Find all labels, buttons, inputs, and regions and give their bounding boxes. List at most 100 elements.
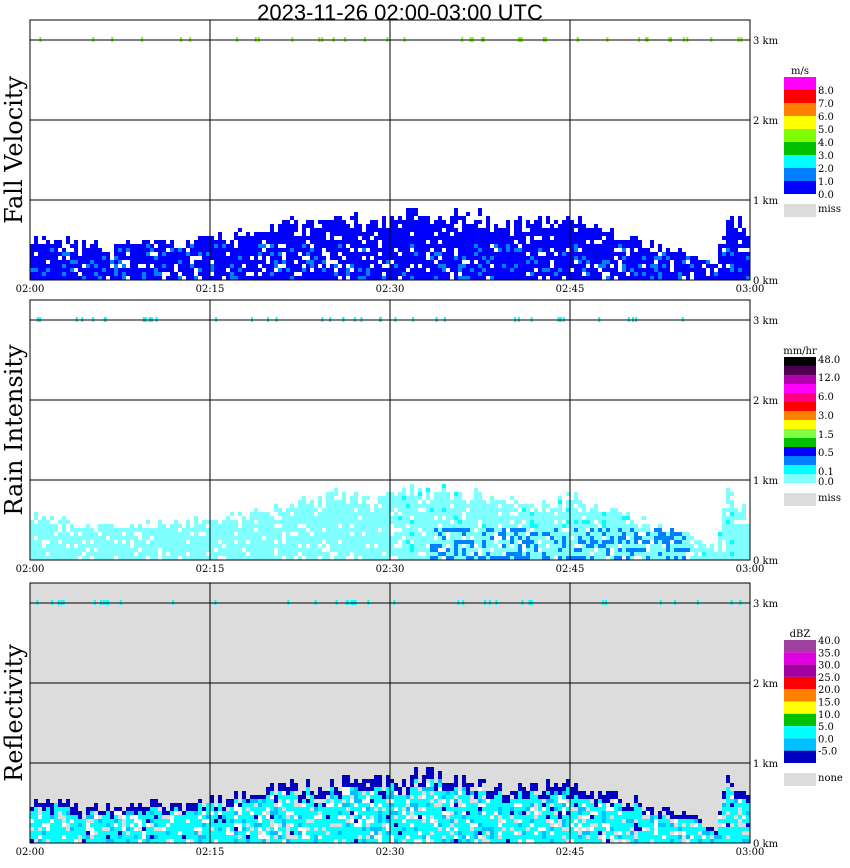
- heatmap-cell: [254, 827, 258, 831]
- heatmap-cell: [414, 208, 418, 212]
- heatmap-cell: [394, 532, 398, 536]
- heatmap-cell: [470, 268, 474, 272]
- heatmap-cell: [230, 248, 234, 252]
- heatmap-cell: [614, 520, 618, 524]
- heatmap-cell: [390, 236, 394, 240]
- heatmap-cell: [570, 544, 574, 548]
- heatmap-cell: [374, 260, 378, 264]
- heatmap-cell: [342, 520, 346, 524]
- heatmap-cell: [414, 536, 418, 540]
- heatmap-cell: [662, 256, 666, 260]
- heatmap-cell: [334, 536, 338, 540]
- heatmap-cell: [454, 276, 458, 280]
- heatmap-cell: [418, 248, 422, 252]
- heatmap-cell: [622, 240, 626, 244]
- heatmap-cell: [406, 520, 410, 524]
- heatmap-cell: [134, 823, 138, 827]
- heatmap-cell: [562, 524, 566, 528]
- heatmap-cell: [366, 536, 370, 540]
- heatmap-cell: [50, 552, 54, 556]
- heatmap-cell: [470, 504, 474, 508]
- heatmap-cell: [458, 264, 462, 268]
- heatmap-cell: [366, 807, 370, 811]
- heatmap-cell: [486, 220, 490, 224]
- heatmap-cell: [466, 256, 470, 260]
- heatmap-cell: [290, 224, 294, 228]
- heatmap-cell: [342, 819, 346, 823]
- heatmap-cell: [694, 556, 698, 560]
- heatmap-cell: [286, 536, 290, 540]
- heatmap-cell: [62, 835, 66, 839]
- heatmap-cell: [574, 276, 578, 280]
- heatmap-cell: [242, 803, 246, 807]
- heatmap-cell: [390, 240, 394, 244]
- heatmap-cell: [438, 252, 442, 256]
- heatmap-cell: [98, 524, 102, 528]
- heatmap-cell: [518, 232, 522, 236]
- heatmap-cell: [374, 815, 378, 819]
- heatmap-cell: [574, 520, 578, 524]
- heatmap-cell: [230, 803, 234, 807]
- heatmap-cell: [254, 799, 258, 803]
- heatmap-cell: [474, 488, 478, 492]
- heatmap-cell: [586, 260, 590, 264]
- heatmap-cell: [82, 819, 86, 823]
- heatmap-cell: [270, 252, 274, 256]
- heatmap-cell: [198, 811, 202, 815]
- heatmap-cell: [390, 835, 394, 839]
- heatmap-cell: [646, 272, 650, 276]
- heatmap-cell: [706, 548, 710, 552]
- heatmap-cell: [686, 268, 690, 272]
- heatmap-cell: [286, 236, 290, 240]
- heatmap-cell: [398, 787, 402, 791]
- heatmap-cell: [630, 240, 634, 244]
- heatmap-cell: [514, 552, 518, 556]
- heatmap-cell: [714, 276, 718, 280]
- heatmap-cell: [242, 815, 246, 819]
- heatmap-cell: [478, 248, 482, 252]
- heatmap-cell: [30, 540, 34, 544]
- heatmap-cell: [314, 276, 318, 280]
- heatmap-cell: [526, 260, 530, 264]
- heatmap-cell: [630, 544, 634, 548]
- heatmap-cell: [206, 528, 210, 532]
- heatmap-cell: [290, 552, 294, 556]
- heatmap-cell: [322, 819, 326, 823]
- heatmap-cell: [114, 272, 118, 276]
- heatmap-cell: [466, 556, 470, 560]
- heatmap-cell: [278, 272, 282, 276]
- heatmap-cell: [214, 827, 218, 831]
- heatmap-cell: [322, 831, 326, 835]
- heatmap-cell: [290, 236, 294, 240]
- heatmap-cell: [42, 516, 46, 520]
- heatmap-cell: [330, 240, 334, 244]
- heatmap-cell: [278, 276, 282, 280]
- heatmap-cell: [498, 276, 502, 280]
- heatmap-cell: [78, 268, 82, 272]
- heatmap-cell: [302, 839, 306, 843]
- heatmap-cell: [222, 536, 226, 540]
- heatmap-cell: [734, 512, 738, 516]
- heatmap-cell: [554, 552, 558, 556]
- heatmap-cell: [350, 807, 354, 811]
- heatmap-cell: [214, 811, 218, 815]
- heatmap-cell: [426, 496, 430, 500]
- heatmap-cell: [294, 252, 298, 256]
- heatmap-cell: [42, 236, 46, 240]
- heatmap-cell: [302, 791, 306, 795]
- heatmap-cell: [310, 544, 314, 548]
- heatmap-cell: [178, 807, 182, 811]
- heatmap-cell: [354, 496, 358, 500]
- heatmap-cell: [494, 548, 498, 552]
- heatmap-cell: [430, 516, 434, 520]
- heatmap-cell: [214, 260, 218, 264]
- heatmap-cell: [294, 787, 298, 791]
- heatmap-cell: [122, 536, 126, 540]
- heatmap-cell: [206, 236, 210, 240]
- heatmap-cell: [734, 232, 738, 236]
- heatmap-cell: [346, 536, 350, 540]
- heatmap-cell: [502, 264, 506, 268]
- heatmap-cell: [182, 268, 186, 272]
- heatmap-cell: [302, 248, 306, 252]
- heatmap-cell: [222, 528, 226, 532]
